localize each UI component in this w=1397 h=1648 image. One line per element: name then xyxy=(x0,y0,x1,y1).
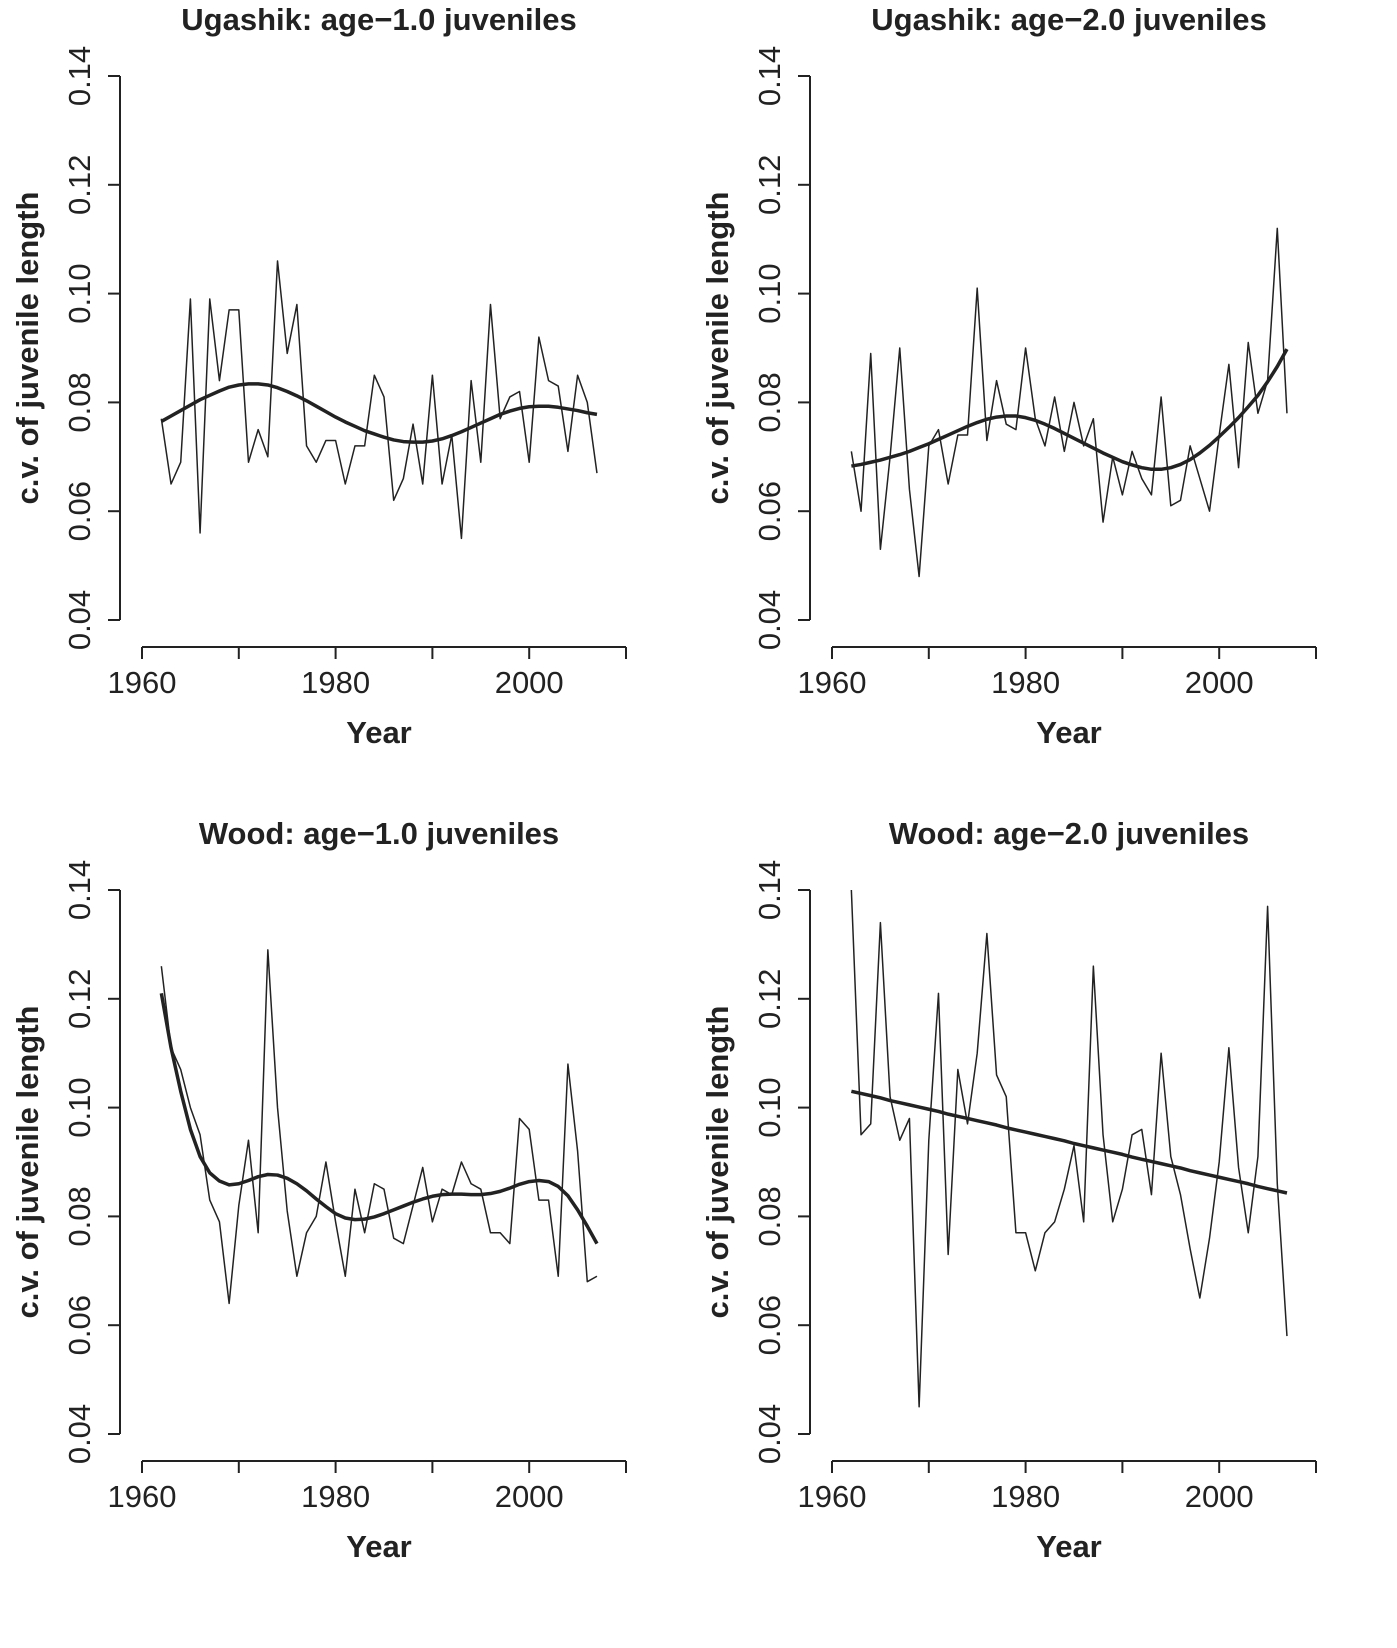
y-tick-label: 0.10 xyxy=(752,1077,787,1137)
y-tick-label: 0.06 xyxy=(62,481,97,541)
y-tick-label: 0.12 xyxy=(752,155,787,215)
y-tick-label: 0.04 xyxy=(62,1404,97,1464)
y-tick-label: 0.10 xyxy=(752,263,787,323)
y-tick-label: 0.14 xyxy=(752,860,787,920)
x-axis-label: Year xyxy=(1036,1529,1102,1564)
x-tick-label: 1980 xyxy=(301,665,370,700)
y-tick-label: 0.04 xyxy=(752,1404,787,1464)
y-axis-label: c.v. of juvenile length xyxy=(10,192,45,505)
x-tick-label: 1980 xyxy=(991,665,1060,700)
chart-title: Ugashik: age−2.0 juveniles xyxy=(871,2,1266,37)
y-tick-label: 0.04 xyxy=(62,590,97,650)
data-line xyxy=(850,227,1288,578)
y-tick-label: 0.04 xyxy=(752,590,787,650)
data-line xyxy=(160,949,598,1305)
x-tick-label: 1960 xyxy=(108,1479,177,1514)
y-tick-label: 0.12 xyxy=(62,155,97,215)
x-tick-label: 1960 xyxy=(798,1479,867,1514)
y-tick-label: 0.06 xyxy=(62,1295,97,1355)
y-tick-label: 0.12 xyxy=(62,969,97,1029)
data-line xyxy=(160,382,598,444)
x-tick-label: 2000 xyxy=(1185,665,1254,700)
y-tick-label: 0.12 xyxy=(752,969,787,1029)
y-tick-label: 0.10 xyxy=(62,263,97,323)
chart-title: Wood: age−1.0 juveniles xyxy=(199,816,559,851)
x-axis-label: Year xyxy=(1036,715,1102,750)
y-tick-label: 0.06 xyxy=(752,1295,787,1355)
y-axis-label: c.v. of juvenile length xyxy=(10,1006,45,1319)
data-line xyxy=(850,1089,1288,1195)
y-tick-label: 0.06 xyxy=(752,481,787,541)
data-line xyxy=(159,993,599,1245)
y-tick-label: 0.10 xyxy=(62,1077,97,1137)
y-tick-label: 0.14 xyxy=(62,46,97,106)
x-axis-label: Year xyxy=(346,715,412,750)
y-tick-label: 0.08 xyxy=(752,372,787,432)
x-tick-label: 1980 xyxy=(301,1479,370,1514)
data-line xyxy=(160,260,598,540)
x-tick-label: 1980 xyxy=(991,1479,1060,1514)
x-tick-label: 2000 xyxy=(1185,1479,1254,1514)
data-line xyxy=(851,348,1289,472)
y-tick-label: 0.14 xyxy=(62,860,97,920)
x-tick-label: 1960 xyxy=(798,665,867,700)
y-axis-label: c.v. of juvenile length xyxy=(700,192,735,505)
chart-title: Wood: age−2.0 juveniles xyxy=(889,816,1249,851)
y-tick-label: 0.08 xyxy=(752,1186,787,1246)
y-tick-label: 0.14 xyxy=(752,46,787,106)
y-axis-label: c.v. of juvenile length xyxy=(700,1006,735,1319)
data-line xyxy=(850,889,1288,1408)
chart-title: Ugashik: age−1.0 juveniles xyxy=(181,2,576,37)
x-tick-label: 1960 xyxy=(108,665,177,700)
x-tick-label: 2000 xyxy=(495,665,564,700)
x-axis-label: Year xyxy=(346,1529,412,1564)
y-tick-label: 0.08 xyxy=(62,1186,97,1246)
y-tick-label: 0.08 xyxy=(62,372,97,432)
x-tick-label: 2000 xyxy=(495,1479,564,1514)
